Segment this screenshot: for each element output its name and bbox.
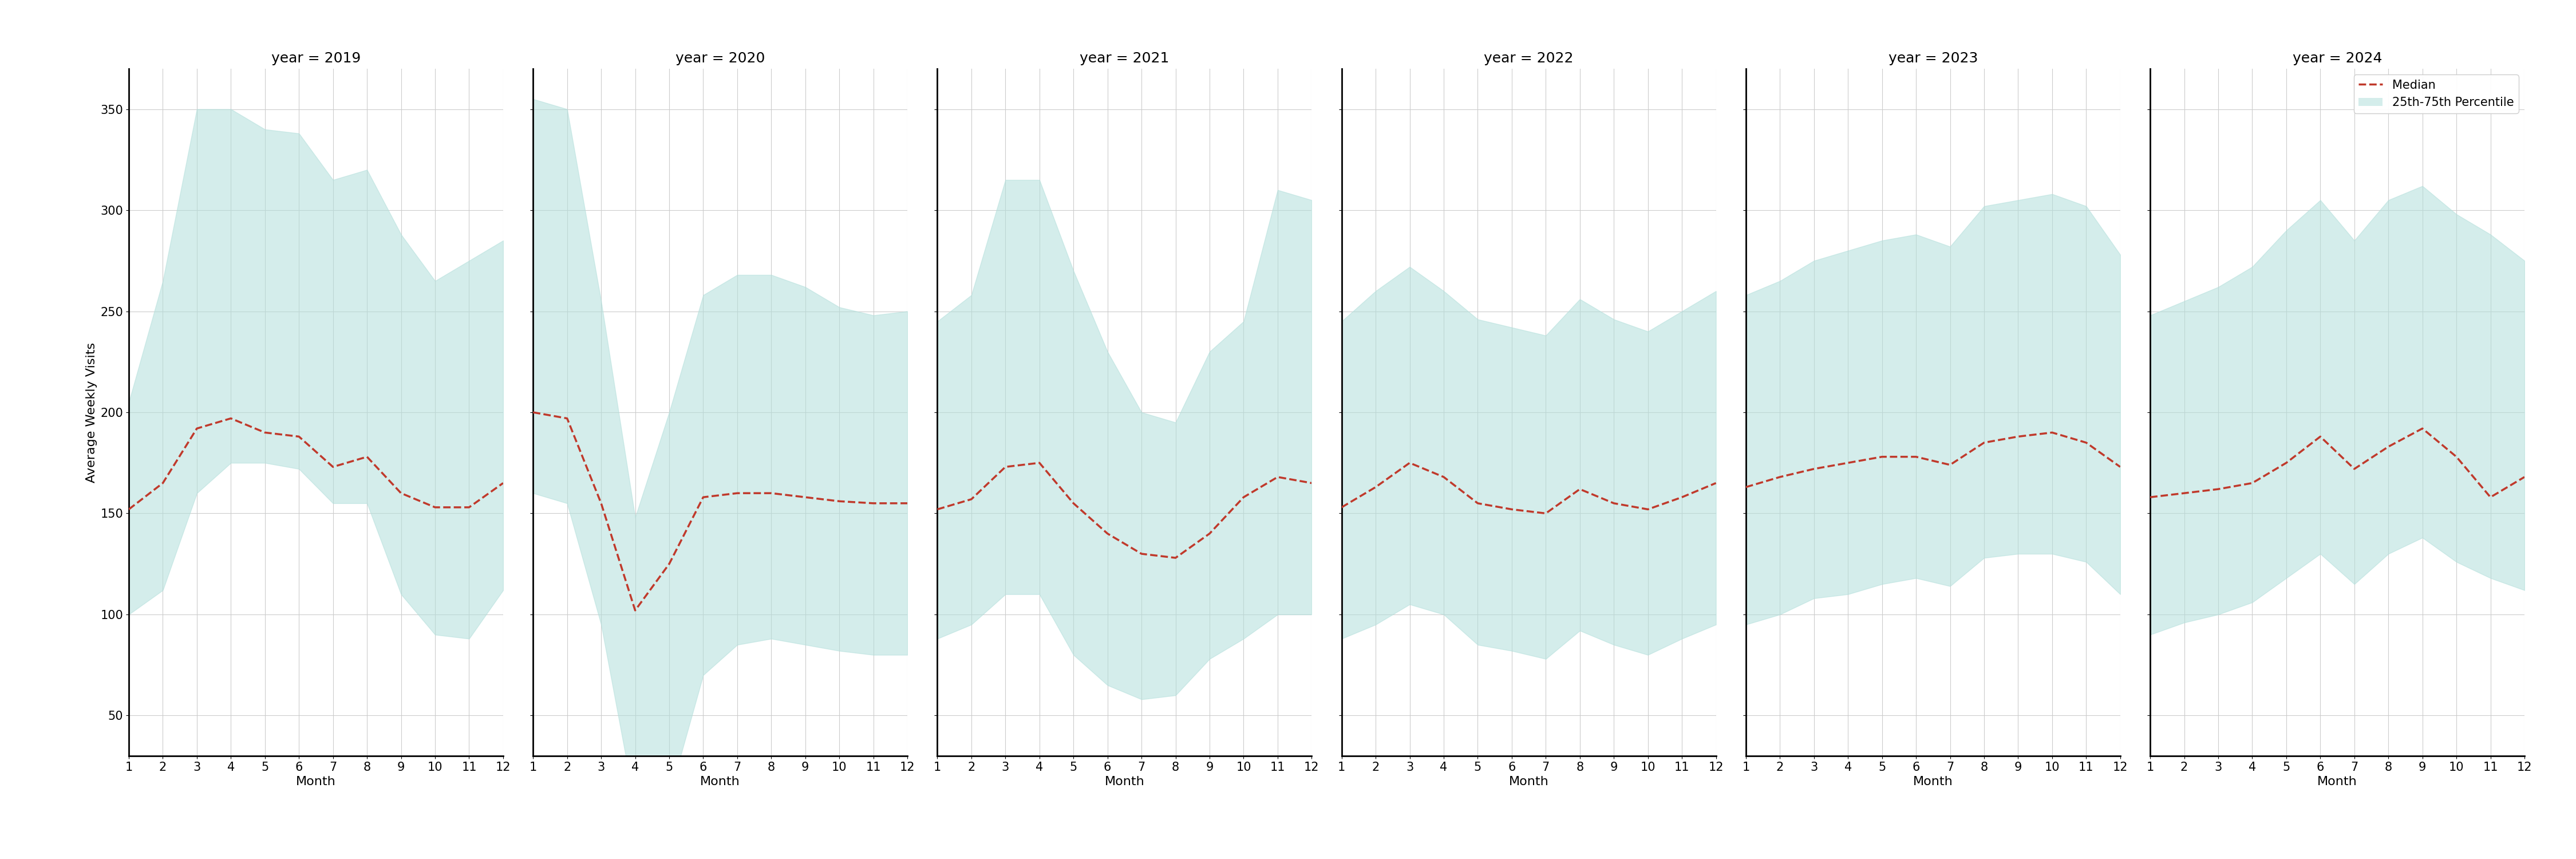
Median (216, 413, 247, 423)
Median (518, 407, 549, 417)
X-axis label: Month: Month (701, 777, 739, 788)
Median (585, 498, 616, 509)
Title: year = 2022: year = 2022 (1484, 52, 1574, 65)
Median (283, 431, 314, 442)
Median (2071, 437, 2102, 448)
Median (1935, 460, 1965, 470)
Median (2236, 478, 2267, 488)
Median (2442, 452, 2473, 462)
Median (2002, 431, 2032, 442)
Median (688, 492, 719, 503)
Median (180, 423, 211, 434)
Median (1868, 452, 1899, 462)
Median (891, 498, 922, 509)
Median (1025, 458, 1056, 468)
X-axis label: Month: Month (1510, 777, 1548, 788)
Median (1159, 552, 1190, 563)
Line: Median: Median (938, 463, 1311, 557)
Median (2406, 423, 2437, 434)
Median (487, 478, 518, 488)
Median (1497, 504, 1528, 515)
Median (2169, 488, 2200, 498)
Title: year = 2023: year = 2023 (1888, 52, 1978, 65)
Median (1765, 472, 1795, 482)
Median (1968, 437, 1999, 448)
X-axis label: Month: Month (1914, 777, 1953, 788)
Title: year = 2019: year = 2019 (270, 52, 361, 65)
Median (1667, 492, 1698, 503)
Median (420, 503, 451, 513)
Median (1530, 509, 1561, 519)
Median (453, 503, 484, 513)
Median (1126, 549, 1157, 559)
X-axis label: Month: Month (1105, 777, 1144, 788)
Y-axis label: Average Weekly Visits: Average Weekly Visits (85, 342, 98, 483)
Median (1463, 498, 1494, 509)
Median (2509, 472, 2540, 482)
Median (1262, 472, 1293, 482)
X-axis label: Month: Month (296, 777, 335, 788)
Median (2476, 492, 2506, 503)
Median (1059, 498, 1090, 509)
Median (922, 504, 953, 515)
Median (113, 504, 144, 515)
Median (1296, 478, 1327, 488)
Median (1832, 458, 1862, 468)
Median (350, 452, 381, 462)
Median (2202, 484, 2233, 494)
Median (858, 498, 889, 509)
Title: year = 2020: year = 2020 (675, 52, 765, 65)
Median (1394, 458, 1425, 468)
Median (317, 462, 348, 472)
Median (1195, 528, 1226, 539)
Line: Median: Median (1342, 463, 1716, 514)
Median (147, 478, 178, 488)
Median (386, 488, 417, 498)
Line: Median: Median (129, 418, 502, 509)
Median (1327, 503, 1358, 513)
Median (1901, 452, 1932, 462)
Median (1229, 492, 1260, 503)
Median (2272, 458, 2303, 468)
Median (1427, 472, 1458, 482)
Median (2038, 428, 2069, 438)
Median (2136, 492, 2166, 503)
Median (956, 494, 987, 504)
Median (1597, 498, 1628, 509)
Median (824, 497, 855, 507)
Median (721, 488, 752, 498)
Median (2339, 464, 2370, 474)
Title: year = 2024: year = 2024 (2293, 52, 2383, 65)
Median (551, 413, 582, 423)
Line: Median: Median (533, 412, 907, 611)
X-axis label: Month: Month (2318, 777, 2357, 788)
Title: year = 2021: year = 2021 (1079, 52, 1170, 65)
Line: Median: Median (2151, 429, 2524, 497)
Legend: Median, 25th-75th Percentile: Median, 25th-75th Percentile (2354, 75, 2519, 113)
Median (1798, 464, 1829, 474)
Median (621, 606, 652, 616)
Median (2105, 462, 2136, 472)
Median (2372, 442, 2403, 452)
Median (1360, 482, 1391, 492)
Median (1092, 528, 1123, 539)
Median (1700, 478, 1731, 488)
Median (791, 492, 822, 503)
Median (250, 428, 281, 438)
Median (989, 462, 1020, 472)
Line: Median: Median (1747, 433, 2120, 487)
Median (1731, 482, 1762, 492)
Median (654, 558, 685, 569)
Median (755, 488, 786, 498)
Median (2306, 431, 2336, 442)
Median (1633, 504, 1664, 515)
Median (1564, 484, 1595, 494)
